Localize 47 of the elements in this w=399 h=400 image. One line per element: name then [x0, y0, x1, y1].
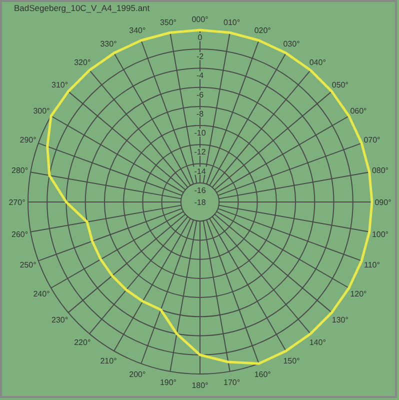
- spoke-label: 040°: [309, 58, 326, 67]
- y-tick-label: -10: [194, 128, 206, 138]
- spoke-label: 100°: [372, 230, 388, 239]
- spoke-label: 350°: [160, 18, 176, 27]
- y-tick-label: -14: [194, 166, 206, 176]
- spoke-label: 220°: [74, 338, 91, 348]
- spoke-label: 240°: [33, 290, 50, 298]
- y-tick-label: -4: [196, 71, 204, 80]
- spoke-label: 290°: [20, 135, 36, 144]
- spoke-label: 320°: [74, 58, 91, 67]
- spoke-label: 150°: [283, 356, 300, 366]
- spoke-label: 130°: [332, 316, 348, 325]
- chart-title: BadSegeberg_10C_V_A4_1995.ant: [14, 3, 150, 13]
- spoke-label: 110°: [364, 260, 380, 270]
- spoke-label: 270°: [8, 198, 26, 207]
- y-tick-label: -18: [194, 198, 206, 207]
- spoke-label: 330°: [100, 40, 117, 49]
- spoke-label: 030°: [283, 40, 300, 49]
- spoke-label: 120°: [350, 290, 367, 298]
- spoke-label: 060°: [350, 106, 367, 116]
- y-tick-label: -16: [194, 186, 206, 195]
- spoke-label: 190°: [160, 378, 176, 388]
- spoke-label: 340°: [129, 26, 146, 36]
- spoke-label: 280°: [12, 166, 28, 176]
- spoke-label: 170°: [224, 378, 240, 388]
- y-tick-label: -6: [196, 90, 204, 100]
- spoke-label: 210°: [100, 356, 117, 366]
- spoke-label: 020°: [254, 26, 271, 36]
- spoke-label: 000°: [192, 15, 208, 24]
- y-tick-label: -2: [196, 52, 204, 62]
- spoke-label: 300°: [33, 106, 50, 116]
- y-tick-label: 0: [198, 33, 203, 42]
- spoke-label: 070°: [364, 135, 380, 144]
- spoke-label: 080°: [372, 166, 388, 176]
- spoke-label: 010°: [224, 18, 240, 27]
- spoke-label: 310°: [52, 80, 68, 90]
- spoke-label: 260°: [12, 230, 28, 239]
- spoke-label: 200°: [129, 370, 146, 379]
- spoke-label: 250°: [20, 260, 36, 270]
- spoke-label: 160°: [254, 370, 271, 379]
- spoke-label: 090°: [374, 198, 392, 207]
- y-tick-label: -12: [194, 148, 206, 157]
- spoke-label: 180°: [192, 381, 208, 390]
- spoke-label: 140°: [309, 338, 326, 348]
- spoke-label: 050°: [332, 80, 348, 90]
- y-tick-label: -8: [196, 109, 204, 118]
- spoke-label: 230°: [52, 316, 68, 325]
